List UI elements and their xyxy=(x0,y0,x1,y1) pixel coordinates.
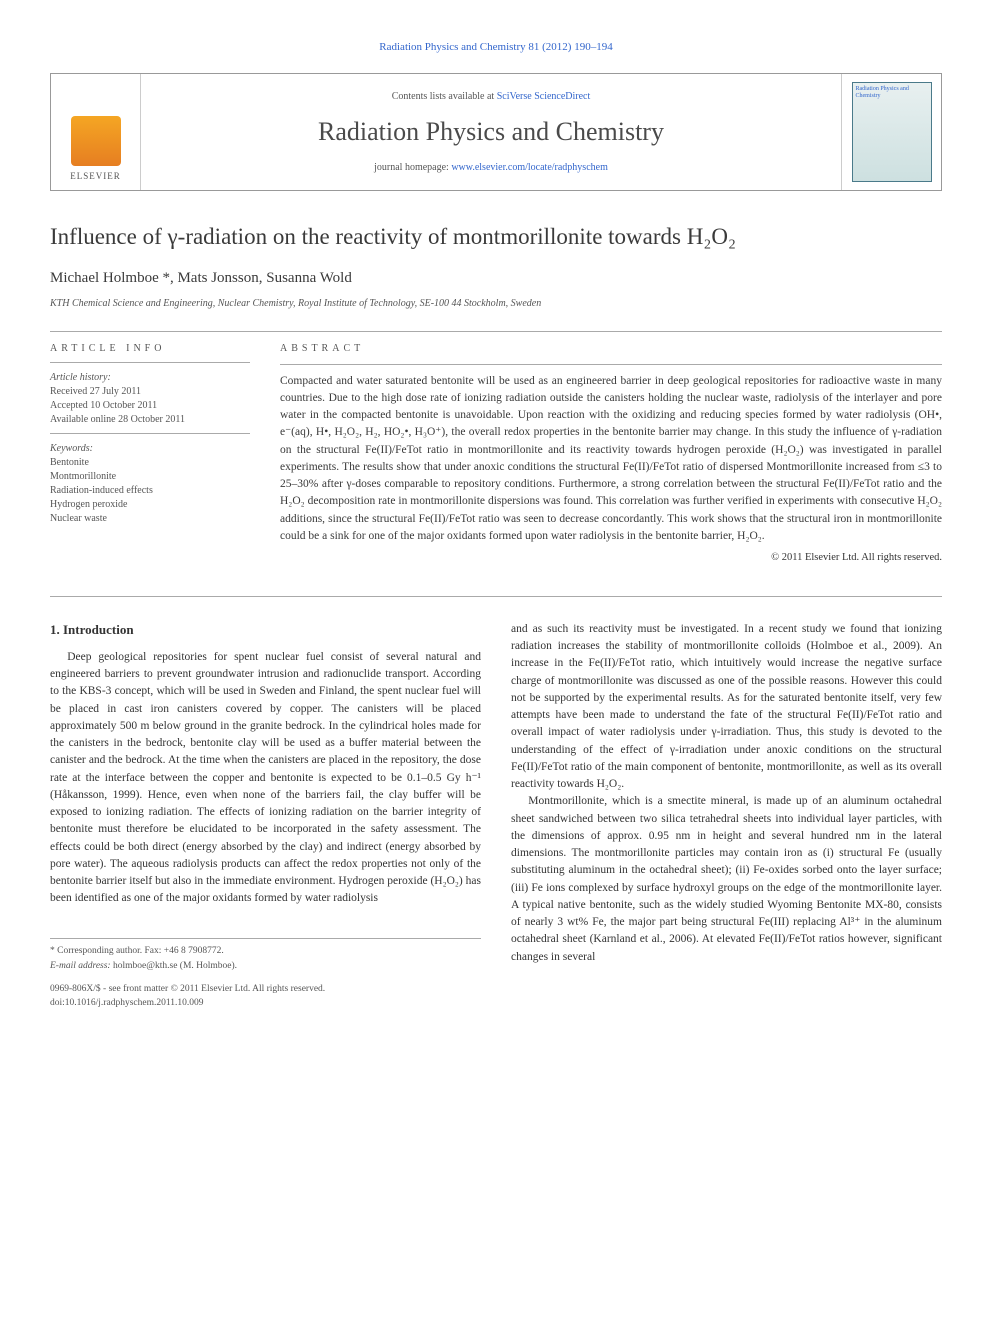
doi-line: doi:10.1016/j.radphyschem.2011.10.009 xyxy=(50,997,481,1010)
homepage-link[interactable]: www.elsevier.com/locate/radphyschem xyxy=(451,162,608,173)
intro-paragraph-2: and as such its reactivity must be inves… xyxy=(511,621,942,794)
footnote-block: * Corresponding author. Fax: +46 8 79087… xyxy=(50,938,481,1010)
corresponding-author-note: * Corresponding author. Fax: +46 8 79087… xyxy=(50,945,481,958)
available-date: Available online 28 October 2011 xyxy=(50,413,250,427)
history-label: Article history: xyxy=(50,371,250,385)
abstract-text: Compacted and water saturated bentonite … xyxy=(280,373,942,546)
cover-thumb-label: Radiation Physics and Chemistry xyxy=(853,83,931,102)
keyword-1: Bentonite xyxy=(50,456,250,470)
elsevier-logo[interactable]: ELSEVIER xyxy=(61,102,131,182)
doi-block: 0969-806X/$ - see front matter © 2011 El… xyxy=(50,983,481,1010)
body-column-right: and as such its reactivity must be inves… xyxy=(511,621,942,1010)
intro-paragraph-1: Deep geological repositories for spent n… xyxy=(50,649,481,908)
received-date: Received 27 July 2011 xyxy=(50,385,250,399)
section-1-heading: 1. Introduction xyxy=(50,621,481,639)
affiliation: KTH Chemical Science and Engineering, Nu… xyxy=(50,297,942,311)
page-container: Radiation Physics and Chemistry 81 (2012… xyxy=(0,0,992,1050)
abstract-divider xyxy=(280,364,942,365)
journal-header-center: Contents lists available at SciVerse Sci… xyxy=(141,74,841,190)
homepage-prefix: journal homepage: xyxy=(374,162,451,173)
info-abstract-row: ARTICLE INFO Article history: Received 2… xyxy=(50,342,942,566)
email-line: E-mail address: holmboe@kth.se (M. Holmb… xyxy=(50,960,481,973)
sciencedirect-link[interactable]: SciVerse ScienceDirect xyxy=(497,91,591,102)
contents-prefix: Contents lists available at xyxy=(392,91,497,102)
publisher-logo-cell: ELSEVIER xyxy=(51,74,141,190)
journal-header-box: ELSEVIER Contents lists available at Sci… xyxy=(50,73,942,191)
contents-available-line: Contents lists available at SciVerse Sci… xyxy=(161,90,821,104)
article-info-heading: ARTICLE INFO xyxy=(50,342,250,356)
intro-paragraph-3: Montmorillonite, which is a smectite min… xyxy=(511,793,942,966)
body-two-columns: 1. Introduction Deep geological reposito… xyxy=(50,621,942,1010)
body-column-left: 1. Introduction Deep geological reposito… xyxy=(50,621,481,1010)
article-info-column: ARTICLE INFO Article history: Received 2… xyxy=(50,342,250,566)
abstract-heading: ABSTRACT xyxy=(280,342,942,356)
elsevier-tree-icon xyxy=(71,116,121,166)
keyword-2: Montmorillonite xyxy=(50,470,250,484)
keyword-4: Hydrogen peroxide xyxy=(50,498,250,512)
divider-bottom xyxy=(50,596,942,597)
keywords-label: Keywords: xyxy=(50,442,250,456)
keyword-5: Nuclear waste xyxy=(50,512,250,526)
email-address[interactable]: holmboe@kth.se (M. Holmboe). xyxy=(113,961,237,971)
journal-cover-thumbnail[interactable]: Radiation Physics and Chemistry xyxy=(852,82,932,182)
abstract-column: ABSTRACT Compacted and water saturated b… xyxy=(280,342,942,566)
info-divider-2 xyxy=(50,433,250,434)
journal-title: Radiation Physics and Chemistry xyxy=(161,114,821,150)
email-label: E-mail address: xyxy=(50,961,111,971)
info-divider-1 xyxy=(50,362,250,363)
keyword-3: Radiation-induced effects xyxy=(50,484,250,498)
journal-cover-cell: Radiation Physics and Chemistry xyxy=(841,74,941,190)
accepted-date: Accepted 10 October 2011 xyxy=(50,399,250,413)
elsevier-logo-text: ELSEVIER xyxy=(70,170,121,183)
homepage-line: journal homepage: www.elsevier.com/locat… xyxy=(161,161,821,175)
article-title: Influence of γ-radiation on the reactivi… xyxy=(50,221,942,253)
journal-reference: Radiation Physics and Chemistry 81 (2012… xyxy=(50,40,942,55)
issn-line: 0969-806X/$ - see front matter © 2011 El… xyxy=(50,983,481,996)
abstract-copyright: © 2011 Elsevier Ltd. All rights reserved… xyxy=(280,551,942,566)
author-list: Michael Holmboe *, Mats Jonsson, Susanna… xyxy=(50,268,942,289)
divider-top xyxy=(50,331,942,332)
